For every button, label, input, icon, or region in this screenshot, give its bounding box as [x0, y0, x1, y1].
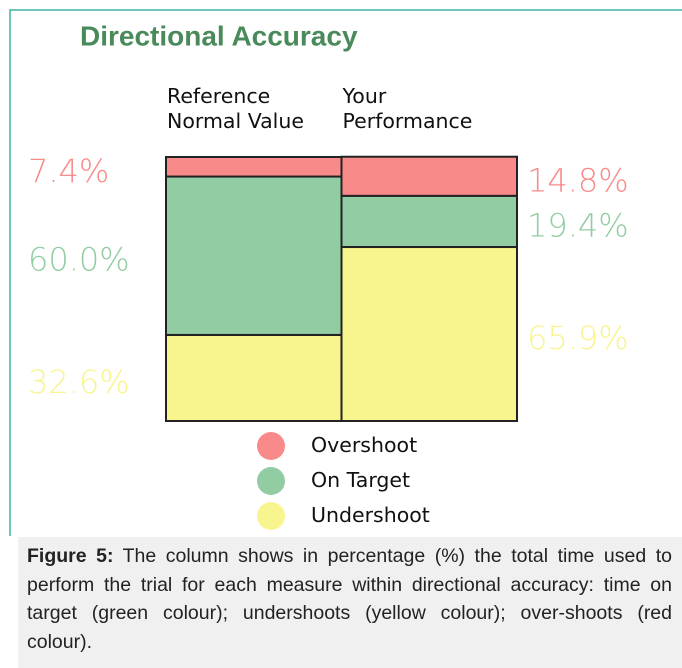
x-category-label: Reference — [167, 84, 270, 108]
legend-label: Undershoot — [311, 503, 430, 527]
legend-swatch — [257, 467, 285, 495]
bar-segment — [340, 194, 518, 249]
legend-swatch — [257, 432, 285, 460]
bar-segment — [340, 155, 518, 197]
value-label: 14.8% — [527, 161, 629, 199]
value-label: 60.0% — [28, 241, 130, 279]
bar-segment — [340, 246, 518, 422]
legend-swatch — [257, 502, 285, 530]
value-label: 7.4% — [28, 152, 109, 190]
value-label: 32.6% — [28, 363, 130, 401]
caption: Figure 5: The column shows in percentage… — [18, 537, 682, 668]
x-category-label: Normal Value — [167, 109, 304, 133]
bar-segment — [165, 333, 343, 423]
bar-segment — [165, 175, 343, 336]
caption-label: Figure 5: — [27, 545, 114, 567]
legend-label: On Target — [311, 468, 410, 492]
frame — [9, 9, 682, 536]
value-label: 65.9% — [527, 319, 629, 357]
value-label: 19.4% — [527, 206, 629, 244]
x-category-label: Your — [342, 84, 387, 108]
bar-segment — [165, 156, 343, 178]
x-category-label: Performance — [343, 109, 473, 133]
caption-text: The column shows in percentage (%) the t… — [27, 545, 672, 653]
chart-title: Directional Accuracy — [80, 20, 358, 51]
legend-label: Overshoot — [311, 433, 417, 457]
